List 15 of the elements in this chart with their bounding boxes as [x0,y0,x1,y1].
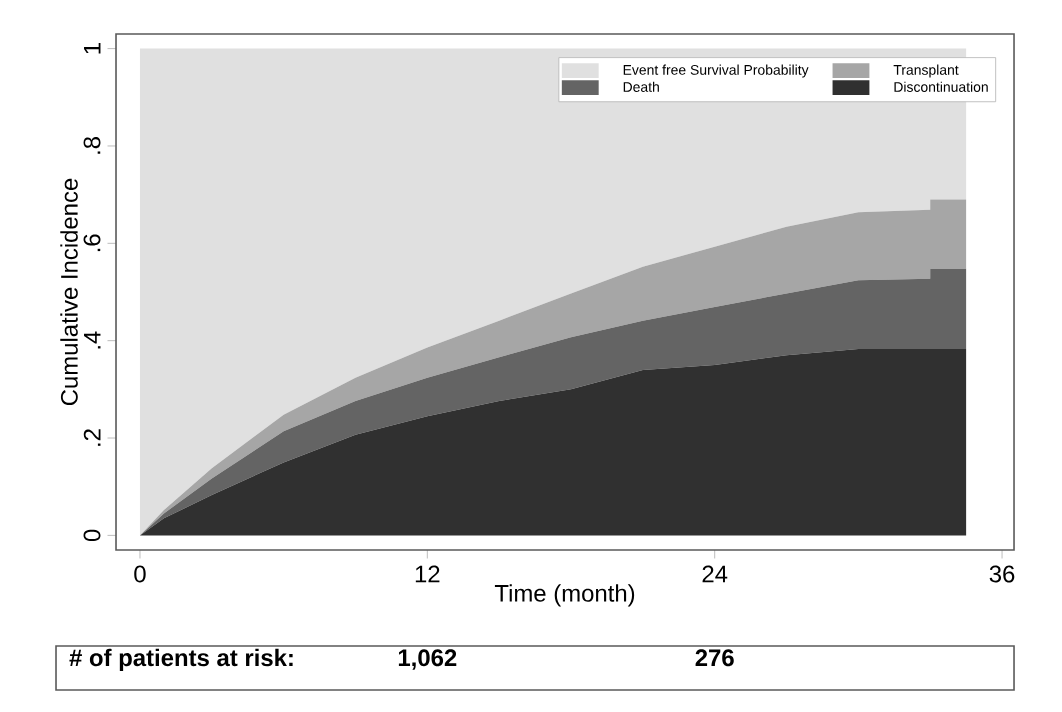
y-tick-label: .8 [83,137,101,154]
y-tick-label: .2 [83,429,101,446]
y-tick-label: 0 [83,529,101,542]
x-tick-label: 36 [989,565,1015,583]
text: 1,062 [398,649,457,670]
y-tick-label: .6 [83,234,101,252]
x-tick-label: 12 [415,565,440,583]
text: # of patients at risk: [69,648,293,671]
x-tick-label: 0 [134,565,146,583]
y-axis-title: Cumulative Incidence [60,178,78,406]
x-axis-title: Time (month) [494,584,635,607]
y-tick-label: 1 [84,43,101,54]
text: 276 [695,649,734,667]
y-tick-label: .4 [84,331,101,349]
x-tick-label: 24 [702,565,728,583]
